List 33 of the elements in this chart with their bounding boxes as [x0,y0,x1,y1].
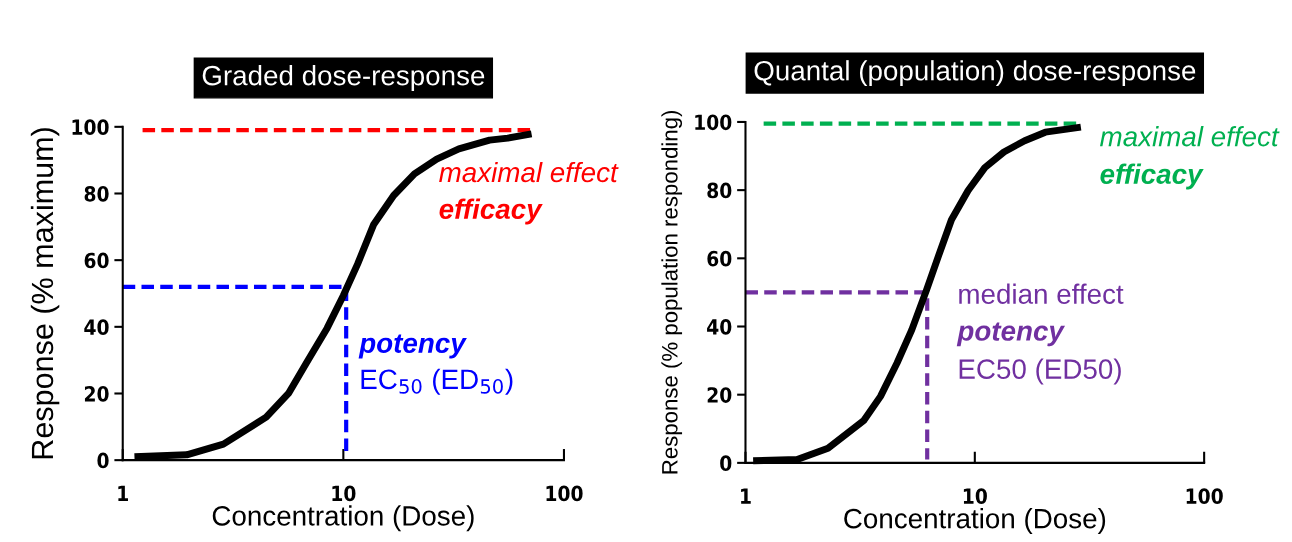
annotation: efficacy [439,198,543,225]
chart-title: Graded dose-response [202,65,485,91]
annotation: potency [956,322,1066,347]
annotation: EC50 (ED50) [959,358,1121,385]
y-tick-label: 60 [84,252,109,269]
y-axis-title: Response (% maximum) [30,128,60,459]
annotation: efficacy [1100,163,1204,190]
y-tick-label: 40 [707,318,732,335]
annotation: potency [358,334,467,359]
x-tick-label: 1 [741,488,751,504]
x-axis-title: Concentration (Dose) [212,505,474,532]
annotation: median effect [959,283,1124,304]
x-tick-label: 1 [118,485,128,501]
y-tick-label: 100 [695,114,732,131]
x-tick-label: 10 [963,488,987,504]
chart-title: Quantal (population) dose-response [754,60,1196,87]
x-tick-label: 10 [332,485,356,502]
annotation: maximal effect [1100,126,1280,147]
y-tick-label: 20 [707,387,732,403]
x-tick-label: 100 [546,485,583,502]
y-tick-label: 40 [84,319,109,336]
y-tick-label: 80 [707,182,732,199]
annotation: maximal effect [439,161,619,183]
x-axis-title: Concentration (Dose) [844,508,1106,534]
y-tick-label: 20 [84,385,109,402]
x-tick-label: 100 [1186,488,1223,504]
y-tick-label: 100 [72,119,109,136]
y-tick-label: 0 [720,455,732,472]
y-tick-label: 0 [97,452,109,469]
y-axis-title: Response (% population responding) [661,110,683,474]
y-tick-label: 60 [707,250,732,267]
y-tick-label: 80 [84,185,109,202]
annotation: EC$_{50}$ (ED$_{50}$) [361,368,513,395]
